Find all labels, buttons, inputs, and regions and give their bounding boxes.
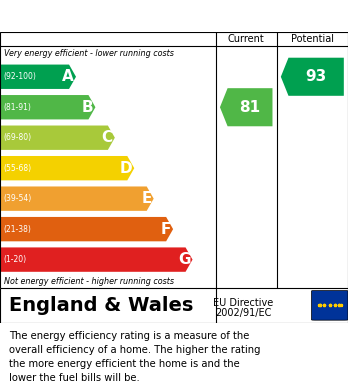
- Text: (55-68): (55-68): [3, 164, 32, 173]
- Text: 93: 93: [305, 69, 326, 84]
- Text: Energy Efficiency Rating: Energy Efficiency Rating: [9, 7, 238, 25]
- Polygon shape: [1, 217, 173, 241]
- Text: Potential: Potential: [291, 34, 334, 44]
- Polygon shape: [1, 95, 95, 119]
- Text: E: E: [141, 191, 152, 206]
- Polygon shape: [281, 58, 344, 96]
- Text: B: B: [82, 100, 93, 115]
- Polygon shape: [1, 248, 192, 272]
- FancyBboxPatch shape: [311, 291, 348, 320]
- Polygon shape: [1, 65, 76, 89]
- Polygon shape: [1, 156, 134, 180]
- Text: G: G: [178, 252, 190, 267]
- Text: 81: 81: [239, 100, 260, 115]
- Text: England & Wales: England & Wales: [9, 296, 193, 315]
- Text: Very energy efficient - lower running costs: Very energy efficient - lower running co…: [4, 49, 174, 58]
- Text: A: A: [62, 69, 74, 84]
- Text: (81-91): (81-91): [3, 103, 31, 112]
- Text: (1-20): (1-20): [3, 255, 26, 264]
- Text: (92-100): (92-100): [3, 72, 36, 81]
- Text: D: D: [120, 161, 132, 176]
- Text: (39-54): (39-54): [3, 194, 32, 203]
- Text: C: C: [102, 130, 113, 145]
- Text: (21-38): (21-38): [3, 225, 31, 234]
- Text: 2002/91/EC: 2002/91/EC: [215, 308, 272, 318]
- Text: EU Directive: EU Directive: [213, 298, 274, 308]
- Text: (69-80): (69-80): [3, 133, 32, 142]
- Text: The energy efficiency rating is a measure of the
overall efficiency of a home. T: The energy efficiency rating is a measur…: [9, 331, 260, 383]
- Polygon shape: [1, 126, 115, 150]
- Polygon shape: [1, 187, 154, 211]
- Text: Current: Current: [228, 34, 264, 44]
- Polygon shape: [220, 88, 272, 126]
- Text: Not energy efficient - higher running costs: Not energy efficient - higher running co…: [4, 277, 174, 286]
- Text: F: F: [161, 222, 171, 237]
